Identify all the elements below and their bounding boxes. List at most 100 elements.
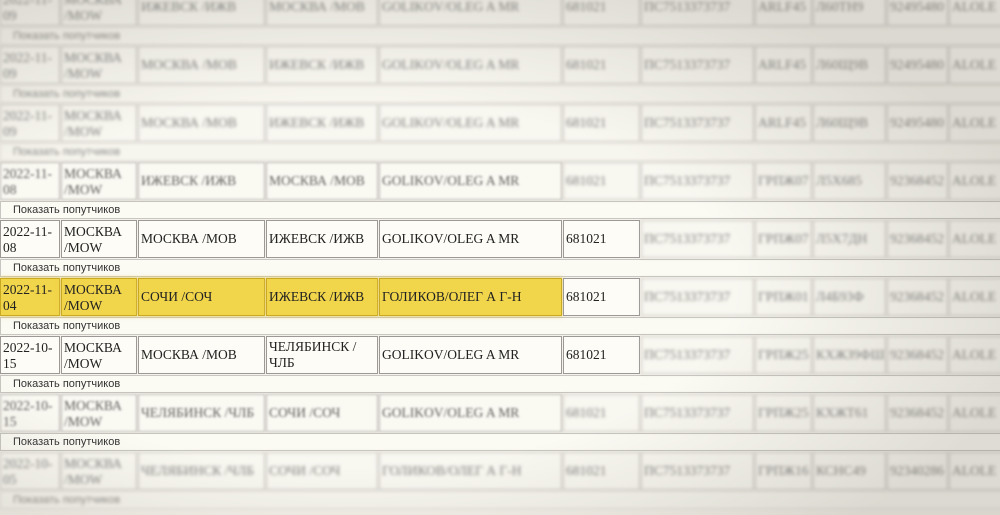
table-row: 2022-11-04 МОСКВА /MOW СОЧИ /СОЧ ИЖЕВСК /ИЖ… [0,278,1000,316]
table-row: 2022-10-15 МОСКВА /MOW ЧЕЛЯБИНСК /ЧЛБ СОЧИ … [0,394,1000,432]
cell-departure: МОСКВА /MOW [61,220,137,258]
cell-ticket: Л60Щ9В [813,104,886,142]
cell-departure: МОСКВА /MOW [61,452,137,490]
cell-number: 92368452 [887,162,948,200]
cell-to: МОСКВА /МОВ [266,0,378,26]
cell-document: ПС7513373737 [641,452,754,490]
cell-number: 92368452 [887,278,948,316]
cell-number: 92368452 [887,394,948,432]
cell-date: 2022-11-09 [0,46,60,84]
cell-document: ПС7513373737 [641,0,754,26]
cell-document: ПС7513373737 [641,278,754,316]
cell-code: 681021 [563,336,640,374]
cell-to: МОСКВА /МОВ [266,162,378,200]
cell-booking: ГРПЖ01 [755,278,812,316]
cell-date: 2022-10-15 [0,336,60,374]
show-companions-link[interactable]: Показать попутчиков [0,85,1000,103]
cell-ticket: КХЖТ61 [813,394,886,432]
cell-number: 92368452 [887,336,948,374]
cell-code: 681021 [563,220,640,258]
cell-code: 681021 [563,452,640,490]
cell-departure: МОСКВА /MOW [61,0,137,26]
cell-ticket: Л5Х7ДН [813,220,886,258]
cell-agency: ALOLE [949,394,1000,432]
cell-passenger: GOLIKOV/OLEG A MR [379,220,562,258]
cell-passenger: GOLIKOV/OLEG A MR [379,162,562,200]
cell-agency: ALOLE [949,104,1000,142]
table-row: 2022-11-09 МОСКВА /MOW МОСКВА /МОВ ИЖЕВСК /… [0,104,1000,142]
cell-from: ИЖЕВСК /ИЖВ [138,0,265,26]
cell-agency: ALOLE [949,220,1000,258]
cell-booking: ГРПЖ07 [755,162,812,200]
cell-to: СОЧИ /СОЧ [266,452,378,490]
cell-number: 92495480 [887,46,948,84]
show-companions-link[interactable]: Показать попутчиков [0,201,1000,219]
cell-code: 681021 [563,394,640,432]
cell-code: 681021 [563,162,640,200]
cell-document: ПС7513373737 [641,162,754,200]
cell-departure: МОСКВА /MOW [61,278,137,316]
cell-from: МОСКВА /МОВ [138,336,265,374]
cell-agency: ALOLE [949,452,1000,490]
cell-document: ПС7513373737 [641,46,754,84]
cell-booking: ГРПЖ16 [755,452,812,490]
cell-passenger: GOLIKOV/OLEG A MR [379,0,562,26]
cell-to: ИЖЕВСК /ИЖВ [266,104,378,142]
cell-booking: ARLF45 [755,104,812,142]
cell-number: 92495480 [887,104,948,142]
cell-ticket: КХЖЗ9ФШ [813,336,886,374]
cell-from: ЧЕЛЯБИНСК /ЧЛБ [138,394,265,432]
cell-date: 2022-11-08 [0,162,60,200]
table-row: 2022-11-08 МОСКВА /MOW ИЖЕВСК /ИЖВ МОСКВА /… [0,162,1000,200]
cell-to: ИЖЕВСК /ИЖВ [266,220,378,258]
cell-code: 681021 [563,104,640,142]
cell-agency: ALOLE [949,278,1000,316]
show-companions-link[interactable]: Показать попутчиков [0,143,1000,161]
show-companions-link[interactable]: Показать попутчиков [0,27,1000,45]
cell-from: МОСКВА /МОВ [138,46,265,84]
table-row: 2022-11-08 МОСКВА /MOW МОСКВА /МОВ ИЖЕВСК /… [0,220,1000,258]
cell-agency: ALOLE [949,162,1000,200]
show-companions-link[interactable]: Показать попутчиков [0,433,1000,451]
cell-date: 2022-10-05 [0,452,60,490]
cell-date: 2022-11-08 [0,220,60,258]
cell-departure: МОСКВА /MOW [61,394,137,432]
cell-passenger: GOLIKOV/OLEG A MR [379,336,562,374]
cell-date: 2022-11-04 [0,278,60,316]
cell-to: СОЧИ /СОЧ [266,394,378,432]
cell-passenger: ГОЛИКОВ/ОЛЕГ А Г-Н [379,278,562,316]
table-row: 2022-11-09 МОСКВА /MOW МОСКВА /МОВ ИЖЕВСК /… [0,46,1000,84]
cell-departure: МОСКВА /MOW [61,46,137,84]
cell-document: ПС7513373737 [641,336,754,374]
show-companions-link[interactable]: Показать попутчиков [0,375,1000,393]
cell-from: ИЖЕВСК /ИЖВ [138,162,265,200]
cell-from: СОЧИ /СОЧ [138,278,265,316]
cell-code: 681021 [563,278,640,316]
cell-passenger: ГОЛИКОВ/ОЛЕГ А Г-Н [379,452,562,490]
cell-booking: ARLF45 [755,0,812,26]
cell-date: 2022-11-09 [0,104,60,142]
cell-ticket: КСНС49 [813,452,886,490]
cell-date: 2022-11-09 [0,0,60,26]
cell-code: 681021 [563,0,640,26]
cell-number: 92340286 [887,452,948,490]
cell-document: ПС7513373737 [641,104,754,142]
cell-booking: ГРПЖ25 [755,394,812,432]
table-row: 2022-10-05 МОСКВА /MOW ЧЕЛЯБИНСК /ЧЛБ СОЧИ … [0,452,1000,490]
cell-passenger: GOLIKOV/OLEG A MR [379,394,562,432]
cell-document: ПС7513373737 [641,394,754,432]
cell-ticket: Л5Х685 [813,162,886,200]
show-companions-link[interactable]: Показать попутчиков [0,491,1000,509]
cell-from: МОСКВА /МОВ [138,104,265,142]
cell-number: 92495480 [887,0,948,26]
cell-ticket: Л60Щ9В [813,46,886,84]
show-companions-link[interactable]: Показать попутчиков [0,317,1000,335]
cell-date: 2022-10-15 [0,394,60,432]
show-companions-link[interactable]: Показать попутчиков [0,259,1000,277]
cell-ticket: Л4Б93Ф [813,278,886,316]
cell-to: ИЖЕВСК /ИЖВ [266,278,378,316]
cell-booking: ГРПЖ25 [755,336,812,374]
cell-agency: ALOLE [949,0,1000,26]
